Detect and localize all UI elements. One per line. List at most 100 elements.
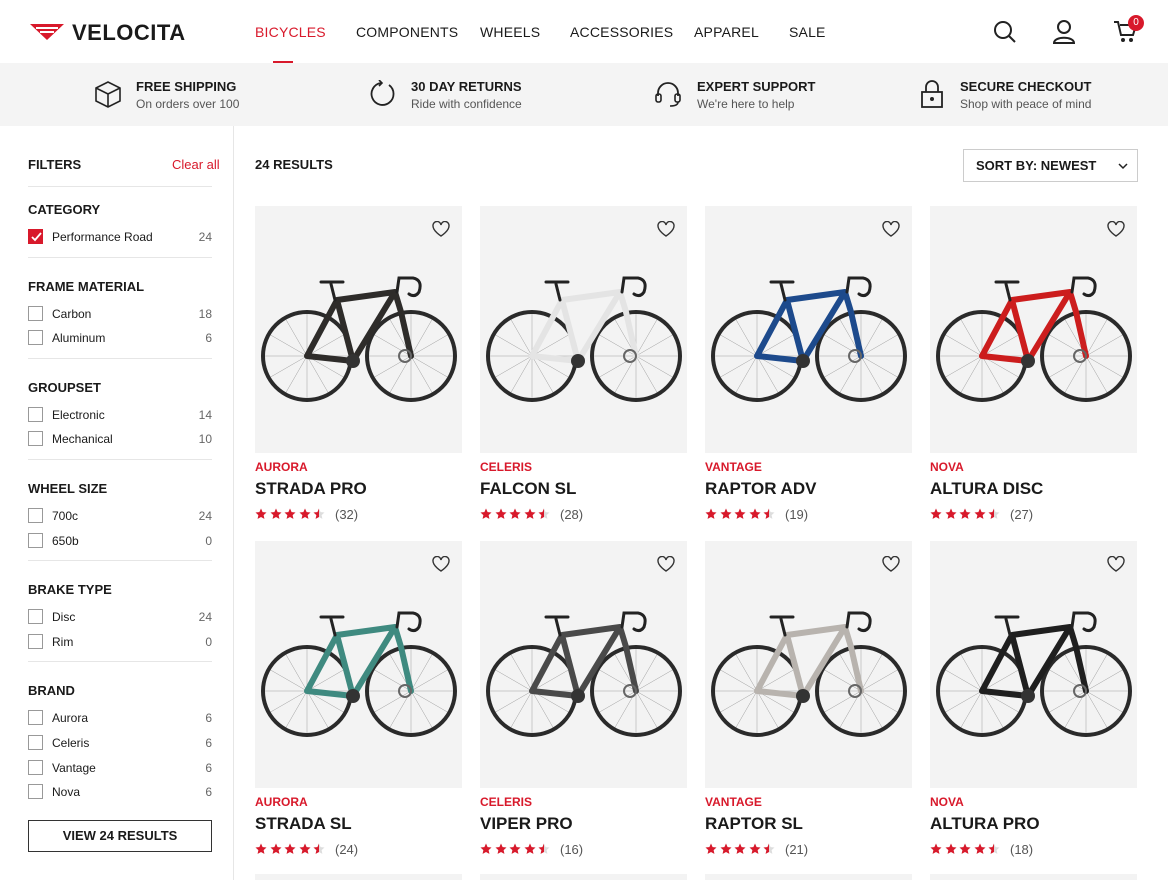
checkbox[interactable] [28, 532, 43, 548]
search-icon[interactable] [993, 20, 1017, 44]
filter-group-title[interactable]: GROUPSET [28, 379, 101, 395]
benefit-icon [655, 82, 681, 107]
product-name[interactable]: RAPTOR SL [705, 814, 803, 833]
product-brand[interactable]: NOVA [930, 460, 964, 474]
checkbox[interactable] [28, 229, 43, 244]
product-image[interactable] [255, 206, 462, 453]
review-count[interactable]: (18) [1010, 842, 1034, 857]
product-name[interactable]: STRADA PRO [255, 479, 367, 498]
clear-all-link[interactable]: Clear all [172, 157, 220, 172]
product-brand[interactable]: VANTAGE [705, 460, 762, 474]
product-image[interactable] [930, 541, 1137, 788]
filter-option-label[interactable]: Celeris [52, 736, 90, 750]
product-brand[interactable]: AURORA [255, 795, 308, 809]
rating-star [959, 843, 971, 854]
review-count[interactable]: (32) [335, 507, 359, 522]
wishlist-icon[interactable] [432, 556, 450, 573]
filter-option-label[interactable]: Aluminum [52, 331, 106, 346]
product-image[interactable] [480, 541, 687, 788]
logo-text[interactable]: VELOCITA [72, 20, 186, 45]
product-name[interactable]: ALTURA PRO [930, 814, 1040, 833]
view-results-button[interactable]: VIEW 24 RESULTS [28, 820, 212, 852]
product-card[interactable]: VANTAGE RAPTOR ADV (19) [705, 206, 912, 536]
checkbox[interactable] [28, 609, 43, 625]
product-card[interactable]: CELERIS VIPER PRO (16) [480, 541, 687, 871]
review-count[interactable]: (27) [1010, 507, 1034, 522]
review-count[interactable]: (21) [785, 842, 809, 857]
nav-link[interactable]: ACCESSORIES [570, 24, 674, 40]
product-brand[interactable]: VANTAGE [705, 795, 762, 809]
wishlist-icon[interactable] [1107, 556, 1125, 573]
product-image[interactable] [930, 206, 1137, 453]
wishlist-icon[interactable] [432, 221, 450, 238]
checkbox[interactable] [28, 508, 43, 523]
product-name[interactable]: STRADA SL [255, 814, 352, 833]
sort-dropdown[interactable]: SORT BY: NEWEST [963, 149, 1138, 182]
filter-option-label[interactable]: Rim [52, 634, 74, 649]
product-name[interactable]: RAPTOR ADV [705, 479, 817, 498]
nav-link[interactable]: BICYCLES [255, 24, 326, 40]
product-card[interactable]: CELERIS FALCON SL (28) [480, 206, 687, 536]
filter-group-title[interactable]: BRAKE TYPE [28, 582, 112, 598]
review-count[interactable]: (24) [335, 842, 359, 857]
product-image[interactable] [705, 206, 912, 453]
product-image-peek [255, 874, 462, 880]
filter-group-title[interactable]: CATEGORY [28, 202, 101, 217]
filter-group-title[interactable]: BRAND [28, 683, 75, 699]
wishlist-icon[interactable] [882, 221, 900, 238]
nav-link[interactable]: WHEELS [480, 24, 541, 40]
product-card[interactable]: AURORA STRADA SL (24) [255, 541, 462, 871]
rating-star [749, 508, 760, 519]
filter-option-label[interactable]: 650b [52, 533, 79, 548]
product-card[interactable]: VANTAGE RAPTOR SL (21) [705, 541, 912, 871]
filter-option-label[interactable]: Carbon [52, 306, 92, 321]
nav-link[interactable]: COMPONENTS [356, 24, 459, 40]
product-brand[interactable]: CELERIS [480, 795, 533, 809]
product-card[interactable]: AURORA STRADA PRO (32) [255, 206, 462, 536]
sort-label[interactable]: SORT BY: NEWEST [976, 158, 1097, 173]
checkbox[interactable] [28, 406, 43, 422]
review-count[interactable]: (16) [560, 842, 584, 857]
product-image[interactable] [255, 541, 462, 788]
rating-star [734, 508, 746, 519]
product-card[interactable]: NOVA ALTURA DISC (27) [930, 206, 1137, 536]
filter-option-label[interactable]: Performance Road [52, 230, 153, 244]
nav-link[interactable]: SALE [789, 24, 826, 40]
product-brand[interactable]: CELERIS [480, 460, 533, 474]
nav-link[interactable]: APPAREL [694, 24, 759, 40]
checkbox[interactable] [28, 633, 43, 649]
product-name[interactable]: VIPER PRO [480, 814, 573, 833]
filter-option-label[interactable]: Nova [52, 785, 81, 800]
filter-option-label[interactable]: Mechanical [52, 432, 113, 447]
filter-option-label[interactable]: 700c [52, 509, 79, 523]
product-image[interactable] [480, 206, 687, 453]
review-count[interactable]: (28) [560, 507, 584, 522]
filter-option-label[interactable]: Aurora [52, 711, 89, 726]
filter-group-title[interactable]: FRAME MATERIAL [28, 278, 145, 294]
checkbox[interactable] [28, 305, 43, 321]
checkbox[interactable] [28, 759, 43, 775]
filter-option-label[interactable]: Vantage [52, 760, 96, 775]
account-icon[interactable] [1053, 20, 1077, 44]
cart-badge[interactable]: 0 [1128, 15, 1144, 31]
wishlist-icon[interactable] [657, 556, 675, 573]
checkbox[interactable] [28, 431, 43, 447]
checkbox[interactable] [28, 735, 43, 750]
logo-mark[interactable] [30, 22, 64, 40]
filter-option-label[interactable]: Electronic [52, 407, 105, 422]
wishlist-icon[interactable] [1107, 221, 1125, 238]
product-brand[interactable]: AURORA [255, 460, 308, 474]
product-name[interactable]: FALCON SL [480, 479, 577, 498]
product-card[interactable]: NOVA ALTURA PRO (18) [930, 541, 1137, 871]
product-image[interactable] [705, 541, 912, 788]
wishlist-icon[interactable] [657, 221, 675, 238]
wishlist-icon[interactable] [882, 556, 900, 573]
filter-option-label[interactable]: Disc [52, 610, 76, 625]
checkbox[interactable] [28, 784, 43, 800]
checkbox[interactable] [28, 710, 43, 726]
checkbox[interactable] [28, 330, 43, 346]
review-count[interactable]: (19) [785, 507, 809, 522]
product-name[interactable]: ALTURA DISC [930, 479, 1044, 498]
product-brand[interactable]: NOVA [930, 795, 964, 809]
filter-group-title[interactable]: WHEEL SIZE [28, 481, 108, 496]
